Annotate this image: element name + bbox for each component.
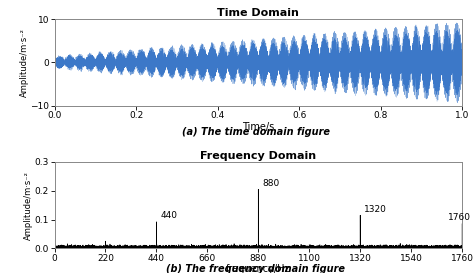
Text: (b) The frequency domain figure: (b) The frequency domain figure: [166, 264, 346, 273]
Y-axis label: Amplitude/m·s⁻²: Amplitude/m·s⁻²: [24, 171, 33, 240]
Y-axis label: Amplitude/m·s⁻²: Amplitude/m·s⁻²: [19, 28, 28, 97]
Text: 1760: 1760: [448, 213, 471, 222]
Text: 440: 440: [161, 212, 178, 221]
Title: Frequency Domain: Frequency Domain: [201, 151, 316, 161]
Text: 1320: 1320: [365, 205, 387, 214]
X-axis label: frequency/Hz: frequency/Hz: [226, 264, 291, 273]
X-axis label: Time/s: Time/s: [242, 121, 274, 132]
Text: (a) The time domain figure: (a) The time domain figure: [182, 127, 330, 137]
Title: Time Domain: Time Domain: [218, 8, 299, 18]
Text: 880: 880: [263, 179, 280, 188]
